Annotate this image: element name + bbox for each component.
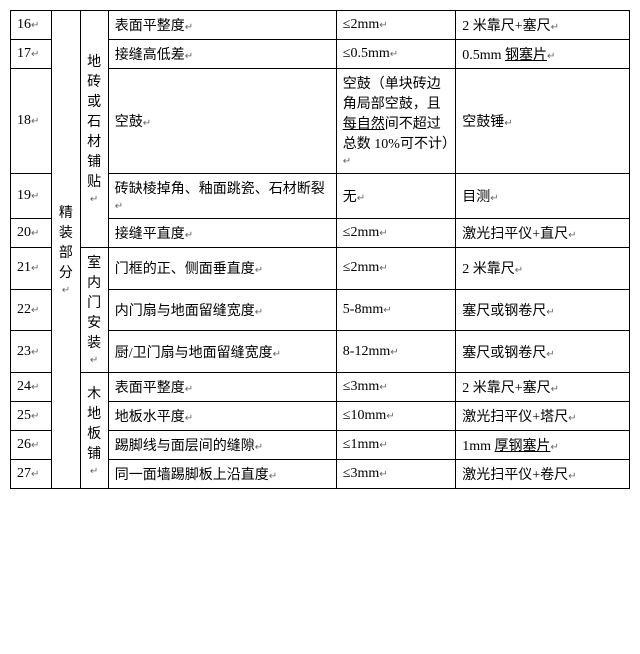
tool-value: 2 米靠尺↵ — [456, 248, 630, 290]
standard-value: ≤0.5mm↵ — [336, 40, 455, 69]
item-name: 表面平整度↵ — [108, 373, 336, 402]
row-index: 20↵ — [11, 219, 52, 248]
table-row: 16↵精装部分↵地砖或石材铺贴↵表面平整度↵≤2mm↵2 米靠尺+塞尺↵ — [11, 11, 630, 40]
row-index: 24↵ — [11, 373, 52, 402]
row-index: 22↵ — [11, 289, 52, 331]
tool-value: 塞尺或钢卷尺↵ — [456, 289, 630, 331]
standard-value: 空鼓（单块砖边角局部空鼓，且每自然间不超过总数 10%可不计）↵ — [336, 69, 455, 174]
item-name: 门框的正、侧面垂直度↵ — [108, 248, 336, 290]
row-index: 26↵ — [11, 431, 52, 460]
tool-value: 激光扫平仪+塔尺↵ — [456, 402, 630, 431]
table-row: 21↵室内门安装↵门框的正、侧面垂直度↵≤2mm↵2 米靠尺↵ — [11, 248, 630, 290]
tool-value: 空鼓锤↵ — [456, 69, 630, 174]
standard-value: ≤2mm↵ — [336, 248, 455, 290]
item-name: 表面平整度↵ — [108, 11, 336, 40]
tool-value: 0.5mm 钢塞片↵ — [456, 40, 630, 69]
tool-value: 塞尺或钢卷尺↵ — [456, 331, 630, 373]
row-index: 17↵ — [11, 40, 52, 69]
tool-value: 2 米靠尺+塞尺↵ — [456, 11, 630, 40]
row-index: 16↵ — [11, 11, 52, 40]
standard-value: ≤3mm↵ — [336, 373, 455, 402]
standard-value: 无↵ — [336, 174, 455, 219]
row-index: 19↵ — [11, 174, 52, 219]
tool-value: 激光扫平仪+卷尺↵ — [456, 460, 630, 489]
table-row: 24↵木地板铺↵表面平整度↵≤3mm↵2 米靠尺+塞尺↵ — [11, 373, 630, 402]
category-label: 地砖或石材铺贴↵ — [80, 11, 108, 248]
tool-value: 目测↵ — [456, 174, 630, 219]
spec-table: 16↵精装部分↵地砖或石材铺贴↵表面平整度↵≤2mm↵2 米靠尺+塞尺↵17↵接… — [10, 10, 630, 489]
item-name: 地板水平度↵ — [108, 402, 336, 431]
standard-value: ≤3mm↵ — [336, 460, 455, 489]
tool-value: 激光扫平仪+直尺↵ — [456, 219, 630, 248]
tool-value: 2 米靠尺+塞尺↵ — [456, 373, 630, 402]
item-name: 内门扇与地面留缝宽度↵ — [108, 289, 336, 331]
standard-value: 5-8mm↵ — [336, 289, 455, 331]
category-label: 室内门安装↵ — [80, 248, 108, 373]
section-label: 精装部分↵ — [52, 11, 80, 489]
item-name: 接缝平直度↵ — [108, 219, 336, 248]
standard-value: 8-12mm↵ — [336, 331, 455, 373]
standard-value: ≤10mm↵ — [336, 402, 455, 431]
tool-value: 1mm 厚钢塞片↵ — [456, 431, 630, 460]
row-index: 25↵ — [11, 402, 52, 431]
standard-value: ≤2mm↵ — [336, 11, 455, 40]
standard-value: ≤2mm↵ — [336, 219, 455, 248]
standard-value: ≤1mm↵ — [336, 431, 455, 460]
item-name: 空鼓↵ — [108, 69, 336, 174]
item-name: 厨/卫门扇与地面留缝宽度↵ — [108, 331, 336, 373]
row-index: 27↵ — [11, 460, 52, 489]
item-name: 接缝高低差↵ — [108, 40, 336, 69]
row-index: 21↵ — [11, 248, 52, 290]
item-name: 踢脚线与面层间的缝隙↵ — [108, 431, 336, 460]
category-label: 木地板铺↵ — [80, 373, 108, 489]
item-name: 同一面墙踢脚板上沿直度↵ — [108, 460, 336, 489]
row-index: 18↵ — [11, 69, 52, 174]
item-name: 砖缺棱掉角、釉面跳瓷、石材断裂↵ — [108, 174, 336, 219]
row-index: 23↵ — [11, 331, 52, 373]
